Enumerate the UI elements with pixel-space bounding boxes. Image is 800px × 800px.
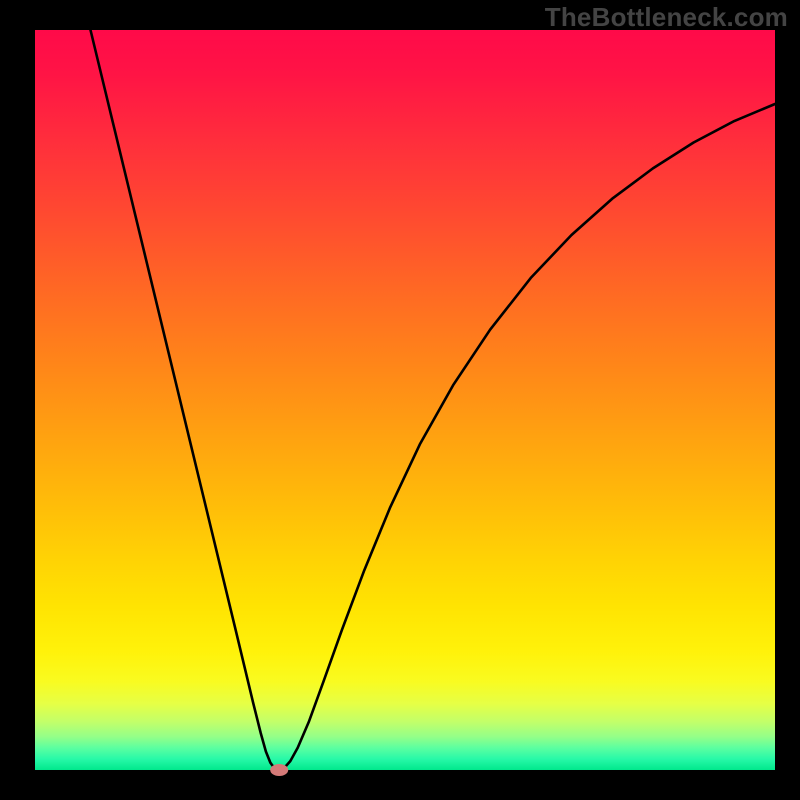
- watermark-text: TheBottleneck.com: [545, 2, 788, 33]
- chart-container: TheBottleneck.com: [0, 0, 800, 800]
- plot-background: [35, 30, 775, 770]
- optimal-point-marker: [270, 764, 288, 776]
- bottleneck-chart: [0, 0, 800, 800]
